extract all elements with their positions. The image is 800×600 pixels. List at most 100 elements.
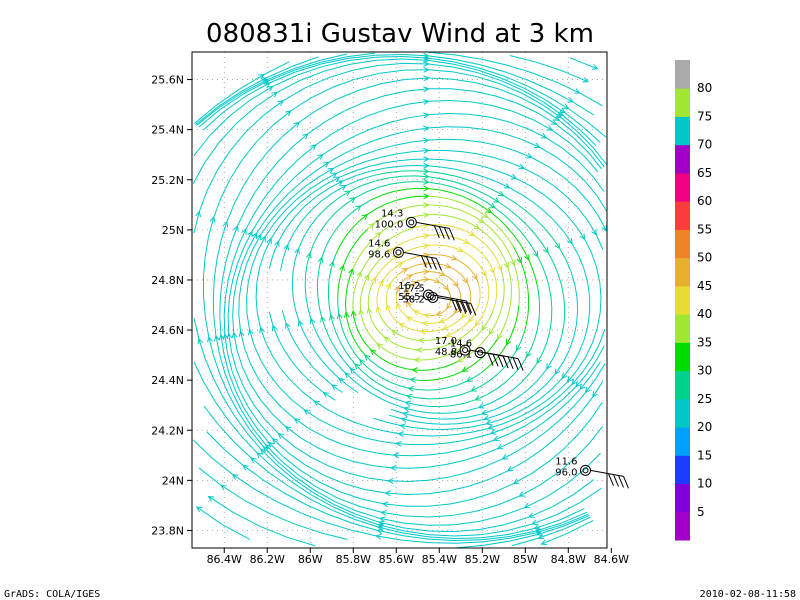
streamline (319, 481, 340, 493)
streamline (230, 131, 247, 151)
streamline (322, 172, 337, 182)
streamline (439, 396, 451, 400)
streamline (500, 325, 505, 333)
streamline (476, 76, 501, 85)
streamline (419, 214, 429, 217)
streamline (495, 316, 500, 324)
streamline (444, 224, 453, 228)
streamline (291, 285, 294, 298)
streamline (385, 301, 388, 306)
streamline (527, 306, 530, 316)
streamline (366, 186, 379, 193)
streamline (383, 160, 399, 164)
streamline (251, 216, 262, 232)
wind-barb-feather (487, 353, 494, 366)
streamline (217, 90, 242, 108)
streamline (355, 324, 359, 332)
streamline (331, 123, 350, 135)
wind-barb-shaft (403, 251, 437, 259)
streamline (509, 532, 537, 539)
colorbar-label: 15 (697, 448, 712, 462)
streamline-arrow (515, 345, 522, 352)
wind-barb-shaft (416, 221, 450, 229)
streamline (525, 238, 533, 248)
colorbar-label: 10 (697, 477, 712, 491)
streamline (305, 264, 308, 276)
streamline (444, 440, 461, 444)
streamline (395, 332, 401, 336)
streamline-arrow (452, 347, 460, 353)
streamline (417, 263, 422, 266)
streamline (284, 199, 297, 212)
streamline (530, 401, 545, 412)
streamline (213, 259, 218, 279)
streamline (513, 321, 517, 330)
streamline (506, 64, 532, 74)
streamline (396, 320, 401, 324)
streamline (464, 454, 482, 461)
streamline (259, 398, 273, 415)
streamline (478, 317, 482, 322)
streamline (527, 128, 547, 139)
streamline (447, 289, 450, 293)
streamline (277, 338, 286, 352)
streamline (547, 95, 569, 109)
wind-barb-feather (438, 226, 445, 239)
streamline (548, 417, 563, 431)
streamline (534, 405, 549, 415)
streamline (417, 321, 421, 323)
streamline (317, 98, 338, 111)
streamline (547, 165, 563, 177)
streamline (203, 297, 206, 318)
streamline (451, 192, 463, 197)
streamline (439, 196, 451, 200)
streamline (192, 162, 206, 184)
streamline (428, 442, 445, 445)
streamline (542, 193, 556, 204)
streamline (447, 472, 468, 478)
streamline (578, 256, 585, 270)
streamline (309, 242, 315, 254)
streamline (382, 276, 386, 281)
streamline (326, 408, 341, 417)
streamline (215, 88, 240, 106)
streamline (407, 302, 410, 306)
streamline (578, 418, 592, 434)
streamline (467, 179, 481, 185)
streamline (364, 437, 381, 442)
streamline (453, 181, 467, 187)
streamline (439, 263, 444, 266)
streamline-arrow (336, 312, 343, 320)
streamline (446, 325, 451, 329)
streamline (404, 515, 429, 518)
streamline (436, 272, 440, 274)
streamline (304, 464, 324, 476)
observation-dot (429, 294, 436, 301)
streamline (378, 311, 381, 316)
streamline (471, 325, 476, 330)
streamline (510, 402, 524, 410)
streamline (564, 433, 580, 449)
streamline (511, 537, 539, 547)
streamline (478, 69, 503, 79)
streamline (508, 208, 519, 218)
streamline (245, 192, 256, 210)
streamline (476, 153, 493, 158)
streamline (490, 396, 503, 404)
colorbar-label: 75 (697, 109, 712, 123)
streamline (523, 250, 530, 261)
streamline (404, 77, 429, 81)
streamline (386, 421, 401, 426)
streamline (394, 141, 412, 146)
streamline (367, 269, 372, 276)
streamline (389, 209, 400, 215)
streamline (428, 536, 455, 540)
wind-barb-shaft (485, 352, 519, 360)
streamline (479, 265, 484, 272)
streamline (380, 440, 397, 445)
streamline (355, 513, 380, 523)
streamline (469, 478, 490, 487)
colorbar-label: 65 (697, 166, 712, 180)
streamline (457, 208, 468, 214)
streamline (308, 154, 324, 166)
